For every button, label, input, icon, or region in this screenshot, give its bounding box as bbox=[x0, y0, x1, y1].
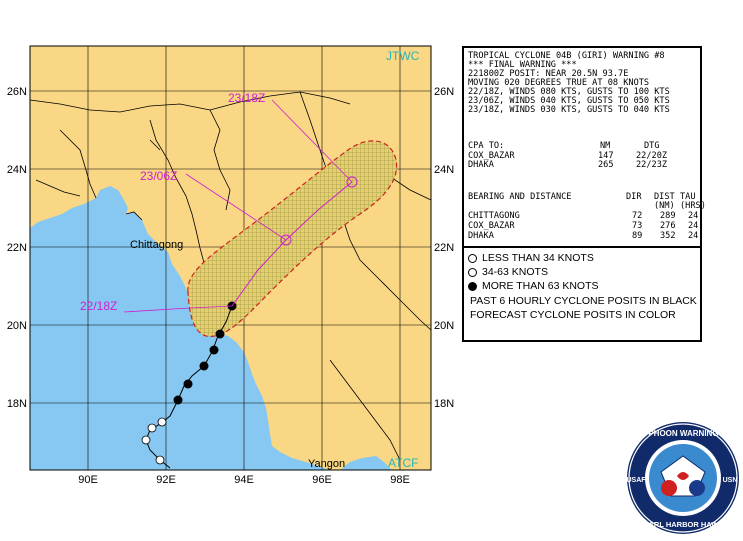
legend-item-3: MORE THAN 63 KNOTS bbox=[482, 280, 599, 292]
cpa-row-dtg: 22/20Z bbox=[636, 151, 668, 161]
svg-text:94E: 94E bbox=[234, 474, 254, 486]
cpa-header-nm: NM bbox=[600, 141, 611, 151]
place-chittagong: Chittagong bbox=[130, 239, 183, 251]
lon-labels: 90E 92E 94E 96E 98E bbox=[78, 474, 410, 486]
bearing-row-name: CHITTAGONG bbox=[468, 211, 520, 221]
warning-line-2: MOVING 020 DEGREES TRUE AT 08 KNOTS bbox=[468, 78, 650, 88]
warning-subtitle: *** FINAL WARNING *** bbox=[468, 60, 577, 70]
lat-labels-right: 26N 24N 22N 20N 18N bbox=[434, 86, 454, 410]
warning-line-5: 23/18Z, WINDS 030 KTS, GUSTS TO 040 KTS bbox=[468, 105, 670, 115]
warning-box bbox=[462, 46, 702, 342]
delta-water bbox=[96, 186, 128, 214]
svg-text:92E: 92E bbox=[156, 474, 176, 486]
bearing-row-dist: 352 bbox=[660, 231, 676, 241]
bearing-row-name: COX_BAZAR bbox=[468, 221, 515, 231]
bearing-row-dist: 289 bbox=[660, 211, 676, 221]
legend-item-4: PAST 6 HOURLY CYCLONE POSITS IN BLACK bbox=[470, 295, 697, 307]
jtwc-seal: JOINT TYPHOON WARNING CENTER PEARL HARBO… bbox=[612, 422, 743, 534]
bearing-row-tau: 24 bbox=[688, 211, 699, 221]
warning-title: TROPICAL CYCLONE 04B (GIRI) WARNING #8 bbox=[468, 51, 665, 61]
legend-separator bbox=[462, 246, 702, 248]
legend-open-circle-tick-icon bbox=[468, 268, 477, 277]
bearing-sub-nm: (NM) bbox=[654, 201, 675, 211]
svg-text:24N: 24N bbox=[434, 164, 454, 176]
andaman-sea bbox=[340, 456, 392, 470]
svg-text:20N: 20N bbox=[434, 320, 454, 332]
warning-line-4: 23/06Z, WINDS 040 KTS, GUSTS TO 050 KTS bbox=[468, 96, 670, 106]
bearing-row-name: DHAKA bbox=[468, 231, 494, 241]
lat-labels-left: 26N 24N 22N 20N 18N bbox=[7, 86, 27, 410]
seal-left-text: USAF bbox=[626, 477, 646, 484]
bearing-header-dist: DIST bbox=[654, 192, 675, 202]
legend-item-5: FORECAST CYCLONE POSITS IN COLOR bbox=[470, 309, 676, 321]
svg-text:22N: 22N bbox=[434, 242, 454, 254]
cpa-row-nm: 265 bbox=[598, 160, 614, 170]
cpa-row-nm: 147 bbox=[598, 151, 614, 161]
bearing-row-dist: 276 bbox=[660, 221, 676, 231]
forecast-track bbox=[123, 99, 358, 313]
seal-bottom-text: PEARL HARBOR HAWAII bbox=[638, 520, 727, 529]
cpa-header: CPA TO: bbox=[468, 141, 505, 151]
seal-right-text: USN bbox=[723, 477, 738, 484]
forecast-label-2: 23/06Z bbox=[140, 169, 177, 183]
svg-text:98E: 98E bbox=[390, 474, 410, 486]
legend-open-circle-icon bbox=[468, 254, 477, 263]
bearing-row-dir: 72 bbox=[632, 211, 643, 221]
forecast-label-1: 22/18Z bbox=[80, 299, 117, 313]
svg-text:22N: 22N bbox=[7, 242, 27, 254]
seal-outer-text: JOINT TYPHOON WARNING CENTER bbox=[612, 429, 743, 438]
svg-text:26N: 26N bbox=[434, 86, 454, 98]
legend-item-2: 34-63 KNOTS bbox=[482, 266, 548, 278]
svg-text:18N: 18N bbox=[434, 398, 454, 410]
svg-text:20N: 20N bbox=[7, 320, 27, 332]
bearing-sub-hrs: (HRS) bbox=[680, 201, 706, 211]
atcf-tag: ATCF bbox=[388, 456, 418, 470]
forecast-label-3: 23/18Z bbox=[228, 91, 265, 105]
cpa-row-dtg: 22/23Z bbox=[636, 160, 668, 170]
svg-text:18N: 18N bbox=[7, 398, 27, 410]
bearing-row-dir: 89 bbox=[632, 231, 643, 241]
cpa-header-dtg: DTG bbox=[644, 141, 660, 151]
warning-line-1: 221800Z POSIT: NEAR 20.5N 93.7E bbox=[468, 69, 629, 79]
place-yangon: Yangon bbox=[308, 458, 345, 470]
danger-area bbox=[187, 140, 398, 337]
country-borders bbox=[29, 91, 432, 461]
bearing-header: BEARING AND DISTANCE bbox=[468, 192, 572, 202]
bearing-row-dir: 73 bbox=[632, 221, 643, 231]
bearing-header-tau: TAU bbox=[680, 192, 696, 202]
jtwc-tag: JTWC bbox=[386, 49, 420, 63]
warning-line-3: 22/18Z, WINDS 080 KTS, GUSTS TO 100 KTS bbox=[468, 87, 670, 97]
bearing-header-dir: DIR bbox=[626, 192, 642, 202]
cpa-row-name: DHAKA bbox=[468, 160, 494, 170]
bay-of-bengal bbox=[30, 196, 330, 470]
svg-text:26N: 26N bbox=[7, 86, 27, 98]
svg-text:90E: 90E bbox=[78, 474, 98, 486]
bearing-row-tau: 24 bbox=[688, 221, 699, 231]
svg-text:96E: 96E bbox=[312, 474, 332, 486]
svg-text:24N: 24N bbox=[7, 164, 27, 176]
legend-item-1: LESS THAN 34 KNOTS bbox=[482, 252, 594, 264]
cpa-row-name: COX_BAZAR bbox=[468, 151, 515, 161]
bearing-row-tau: 24 bbox=[688, 231, 699, 241]
legend-filled-circle-icon bbox=[468, 282, 477, 291]
